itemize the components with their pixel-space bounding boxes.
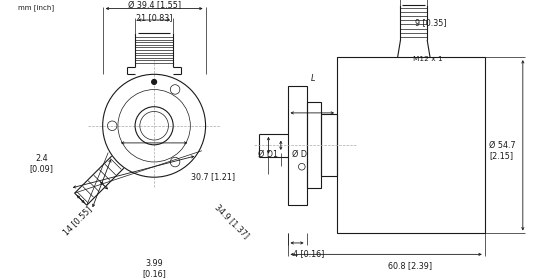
Text: 4 [0.16]: 4 [0.16]: [293, 249, 324, 259]
Bar: [306, 102, 321, 188]
Text: 34.9 [1.37]: 34.9 [1.37]: [214, 202, 251, 240]
Text: M12 x 1: M12 x 1: [413, 56, 442, 62]
Bar: [287, 86, 306, 205]
Text: 14 [0.55]: 14 [0.55]: [62, 205, 94, 237]
Text: Ø 39.4 [1.55]: Ø 39.4 [1.55]: [128, 1, 181, 10]
Bar: [321, 114, 337, 176]
Text: 30.7 [1.21]: 30.7 [1.21]: [191, 172, 235, 181]
Text: 9 [0.35]: 9 [0.35]: [415, 18, 446, 27]
Text: 21 [0.83]: 21 [0.83]: [136, 13, 173, 22]
Text: 2.4
[0.09]: 2.4 [0.09]: [30, 154, 54, 174]
Text: 3.99
[0.16]: 3.99 [0.16]: [142, 259, 166, 279]
Text: Ø D1: Ø D1: [258, 150, 278, 159]
Text: Ø D: Ø D: [292, 150, 307, 159]
Text: L: L: [311, 74, 315, 83]
Text: 60.8 [2.39]: 60.8 [2.39]: [388, 261, 432, 270]
Text: Ø 54.7
[2.15]: Ø 54.7 [2.15]: [490, 141, 516, 160]
Circle shape: [152, 80, 157, 84]
Text: mm [inch]: mm [inch]: [18, 4, 54, 11]
Bar: [337, 57, 485, 234]
